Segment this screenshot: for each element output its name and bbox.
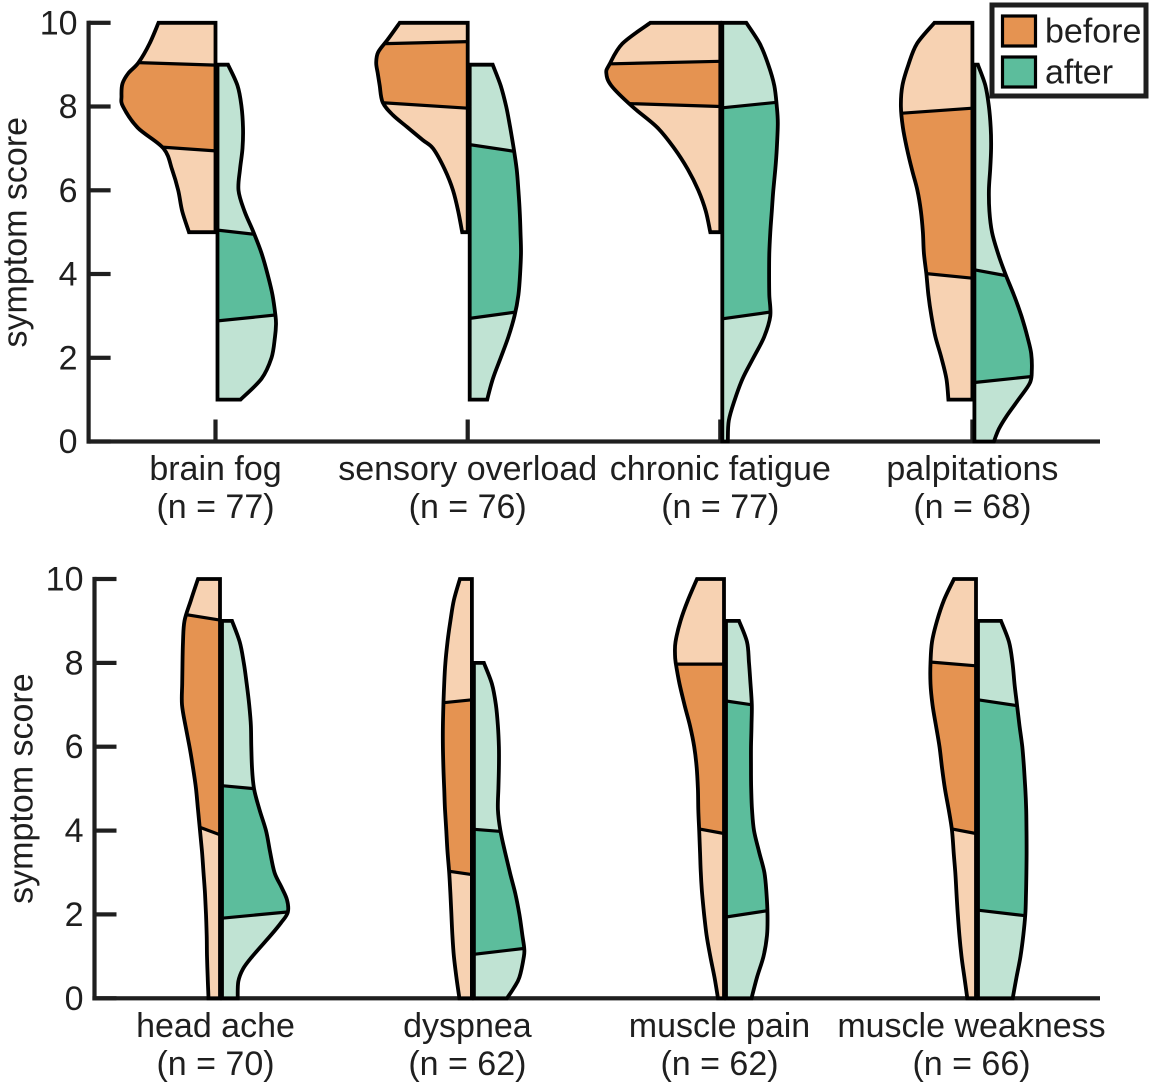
svg-text:sensory overload: sensory overload bbox=[338, 450, 597, 488]
svg-text:muscle weakness: muscle weakness bbox=[837, 1007, 1105, 1045]
svg-text:head ache: head ache bbox=[136, 1007, 295, 1045]
svg-text:2: 2 bbox=[59, 339, 78, 377]
svg-text:4: 4 bbox=[59, 256, 78, 294]
svg-text:symptom score: symptom score bbox=[0, 117, 35, 348]
svg-text:muscle pain: muscle pain bbox=[629, 1007, 810, 1045]
svg-text:(n = 77): (n = 77) bbox=[156, 488, 274, 526]
svg-text:4: 4 bbox=[65, 812, 84, 850]
svg-text:6: 6 bbox=[59, 172, 78, 210]
svg-text:10: 10 bbox=[46, 561, 84, 599]
svg-text:dyspnea: dyspnea bbox=[403, 1007, 532, 1045]
svg-text:(n = 70): (n = 70) bbox=[156, 1045, 274, 1083]
svg-text:(n = 62): (n = 62) bbox=[408, 1045, 526, 1083]
svg-text:2: 2 bbox=[65, 896, 84, 934]
svg-text:brain fog: brain fog bbox=[149, 450, 281, 488]
svg-text:(n = 62): (n = 62) bbox=[660, 1045, 778, 1083]
svg-text:8: 8 bbox=[65, 644, 84, 682]
svg-text:(n = 66): (n = 66) bbox=[912, 1045, 1030, 1083]
svg-text:10: 10 bbox=[40, 4, 78, 42]
svg-text:(n = 76): (n = 76) bbox=[409, 488, 527, 526]
svg-text:(n = 68): (n = 68) bbox=[913, 488, 1031, 526]
svg-text:palpitations: palpitations bbox=[886, 450, 1058, 488]
svg-text:(n = 77): (n = 77) bbox=[661, 488, 779, 526]
svg-text:before: before bbox=[1045, 13, 1141, 51]
svg-text:6: 6 bbox=[65, 728, 84, 766]
svg-text:8: 8 bbox=[59, 88, 78, 126]
svg-text:symptom score: symptom score bbox=[3, 673, 41, 904]
svg-text:0: 0 bbox=[65, 980, 84, 1018]
svg-text:chronic fatigue: chronic fatigue bbox=[610, 450, 831, 488]
svg-text:0: 0 bbox=[59, 423, 78, 461]
svg-text:after: after bbox=[1045, 54, 1113, 92]
